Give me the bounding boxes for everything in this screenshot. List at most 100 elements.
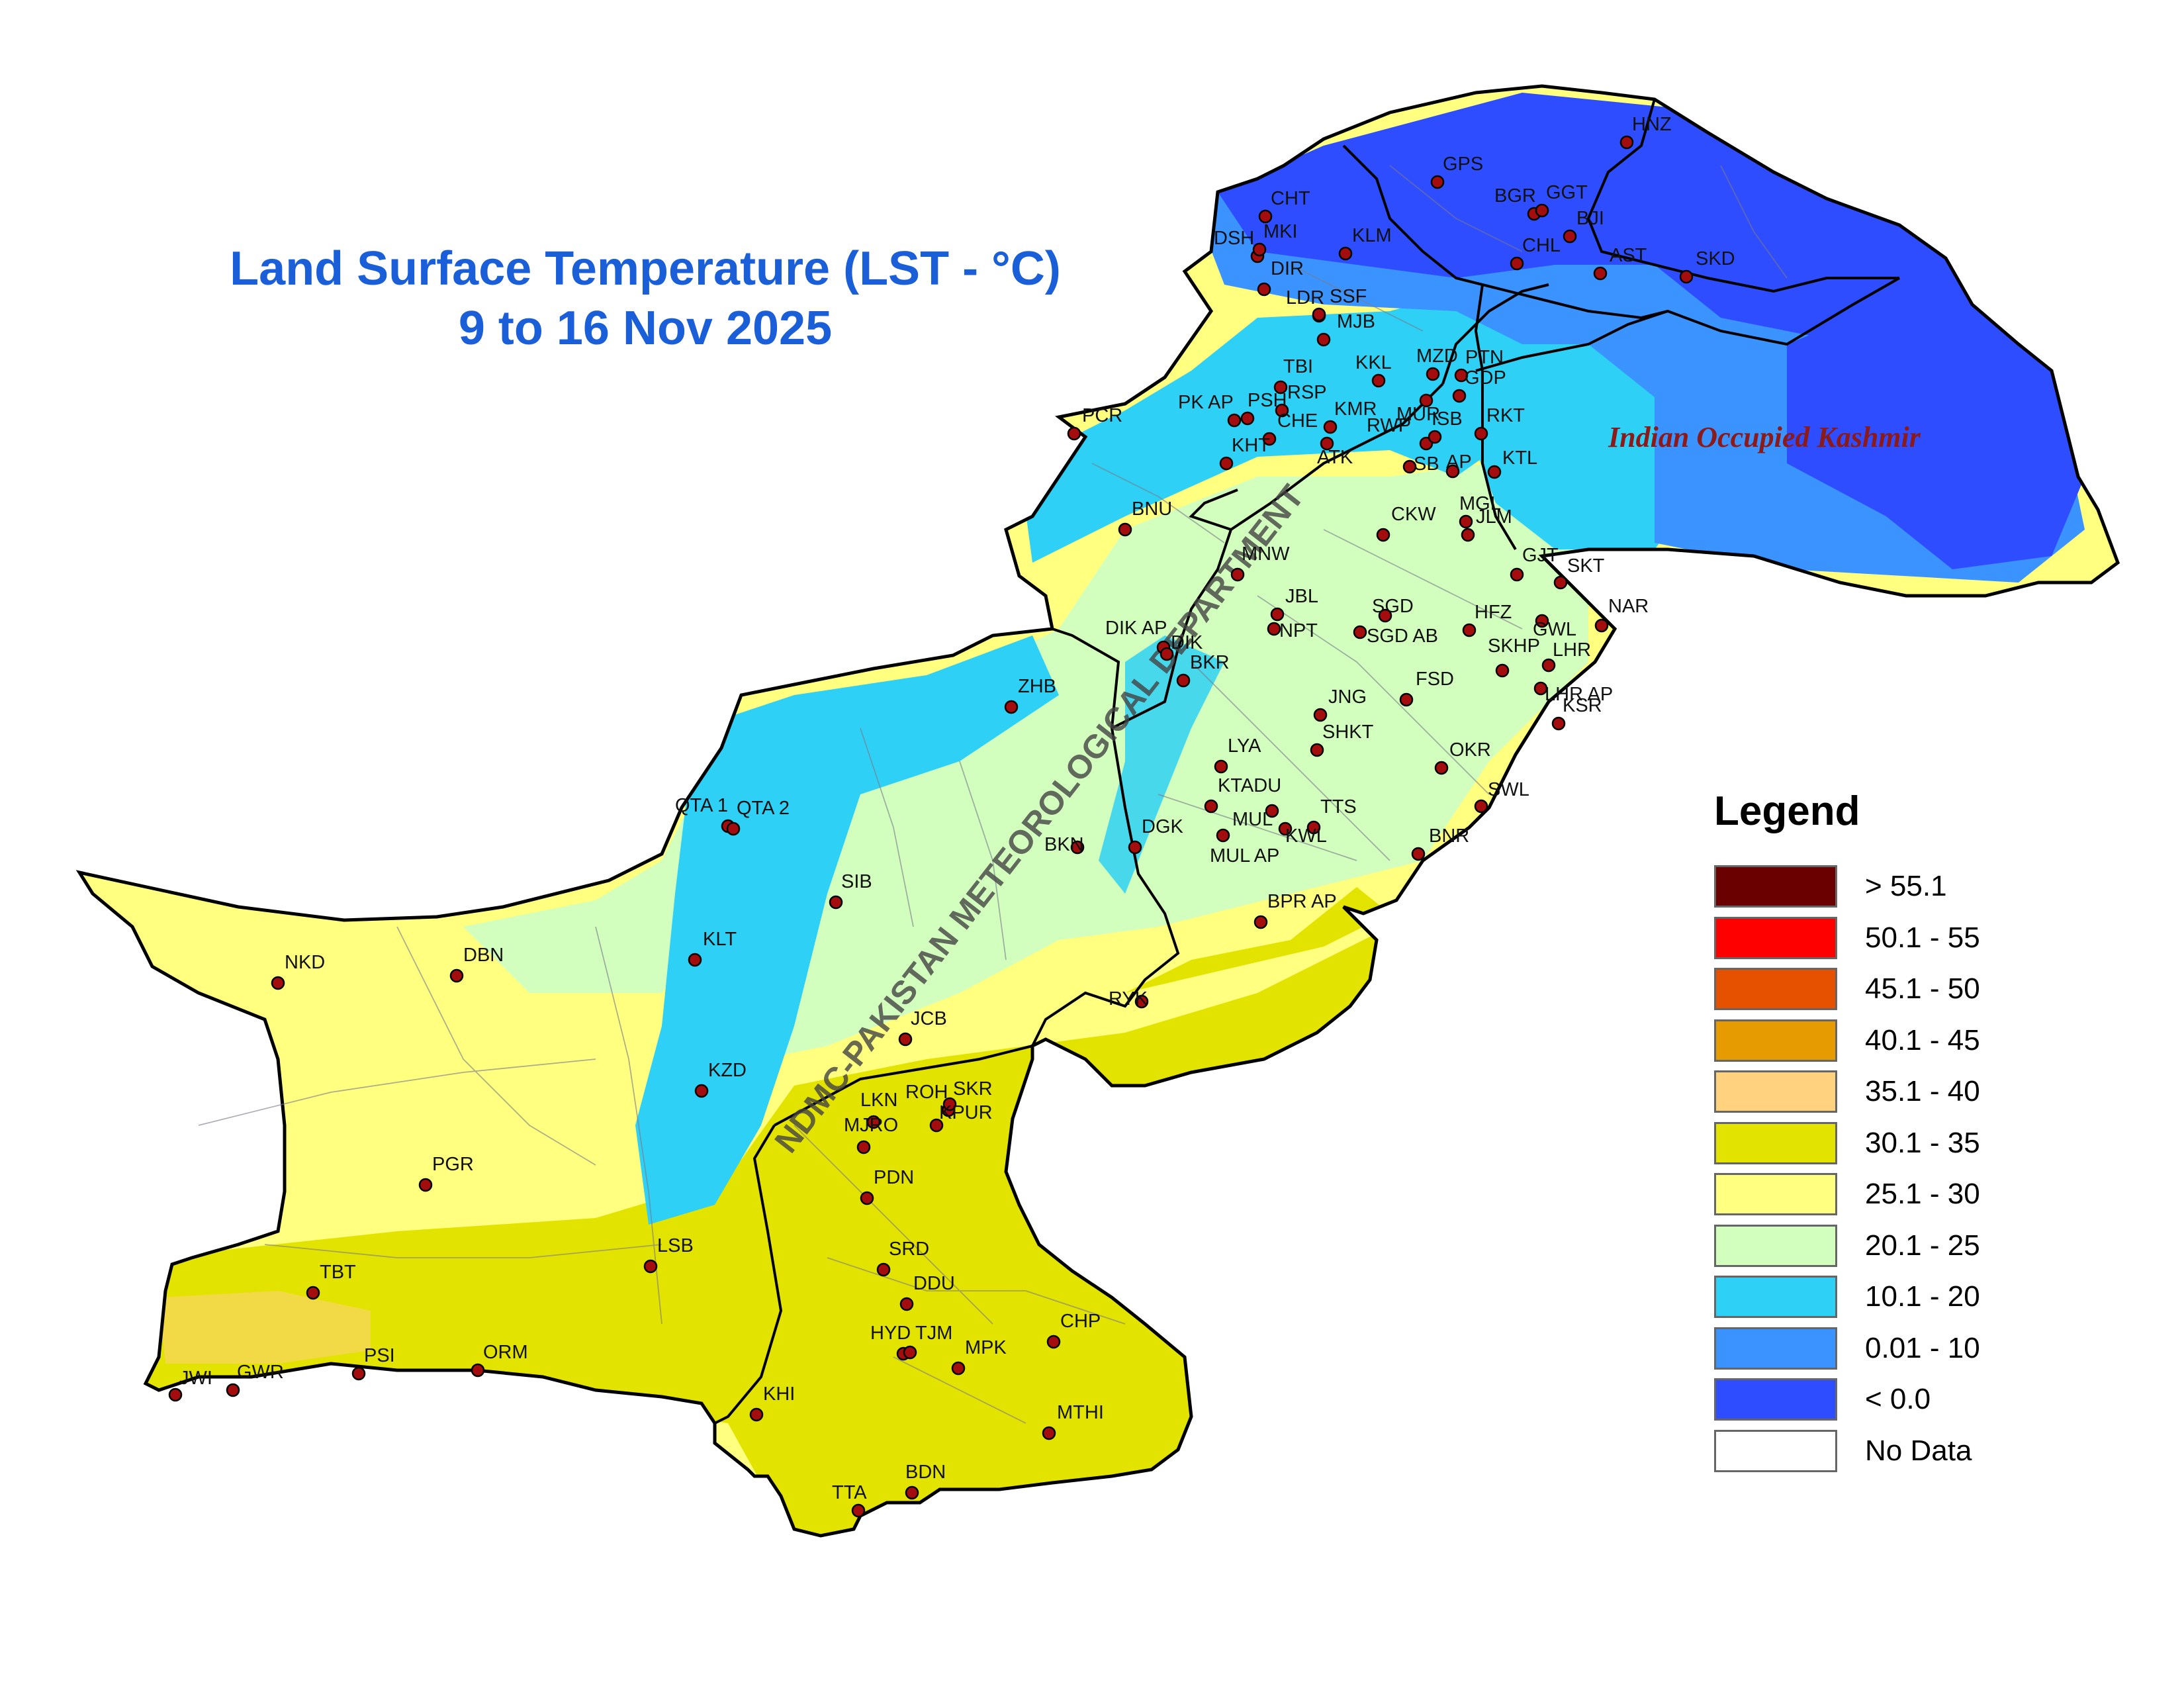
station-ddu: DDU [899,1273,955,1311]
station-label: MUL AP [1210,845,1279,867]
station-label: ISB [1432,408,1463,430]
station-marker [1510,256,1524,271]
station-marker [1474,799,1488,814]
station-marker [1459,514,1473,529]
station-label: LDR [1286,287,1324,308]
station-pcr: PCR [1067,405,1122,441]
legend-item: No Data [1714,1429,1972,1474]
station-marker [1258,209,1273,224]
station-marker [876,1262,891,1277]
zone-below-0-kashmir [1787,278,2085,569]
station-marker [1593,266,1608,281]
station-srd: SRD [876,1239,929,1277]
station-marker [418,1178,433,1192]
legend-label: 20.1 - 25 [1865,1229,1980,1262]
station-label: MKI [1263,221,1298,242]
station-label: SKT [1567,555,1605,577]
station-dik: DIK [1160,632,1203,661]
station-label: BPR AP [1267,891,1337,912]
station-label: BNR [1429,825,1469,847]
station-bpr-ap: BPR AP [1253,891,1337,929]
station-swl: SWL [1474,779,1529,814]
legend-label: 0.01 - 10 [1865,1331,1980,1364]
station-label: ORM [483,1342,528,1363]
station-marker [1316,332,1331,347]
station-marker [1553,575,1568,590]
legend-item: 10.1 - 20 [1714,1274,1980,1319]
station-label: CHT [1271,188,1310,209]
district-boundaries [198,165,1788,1424]
station-marker [1227,413,1242,428]
station-marker [1204,799,1218,814]
station-label: SIB [841,871,872,892]
station-mul: MUL [1232,804,1279,830]
station-label: NAR [1608,596,1649,617]
legend-label: > 55.1 [1865,870,1947,902]
station-marker [1533,681,1548,696]
station-label: BJI [1576,208,1604,229]
station-label: QTA 1 [675,795,728,816]
station-label: MNW [1242,543,1290,565]
station-label: DIR [1271,258,1304,279]
station-label: KKL [1355,352,1392,373]
station-pk-ap: PK AP [1178,392,1242,428]
station-ckw: CKW [1376,504,1436,542]
station-ksr: KSR [1551,695,1602,731]
station-marker [1265,804,1279,818]
station-shkt: SHKT [1310,722,1374,757]
station-marker [1399,692,1414,707]
station-ptn: PTN [1454,347,1504,383]
station-marker [929,1118,944,1133]
station-label: KHI [763,1383,795,1405]
station-marker [1619,135,1634,150]
legend-item: < 0.0 [1714,1377,1931,1422]
station-klm: KLM [1338,225,1392,261]
station-psh: PSH [1240,390,1287,426]
station-marker [1594,618,1609,633]
station-marker [1563,229,1577,244]
station-jng: JNG [1313,686,1367,722]
country-outline [75,84,2120,1538]
station-lsb: LSB [643,1235,694,1274]
legend-label: 45.1 - 50 [1865,972,1980,1005]
legend-item: 0.01 - 10 [1714,1326,1980,1371]
station-label: KLT [703,929,737,950]
station-bnu: BNU [1118,498,1172,537]
station-pgr: PGR [418,1154,474,1192]
zone-below-0-north [1218,93,2019,371]
station-marker [1216,828,1230,843]
station-label: DIK AP [1105,618,1167,639]
station-label: KPUR [939,1102,993,1123]
station-jcb: JCB [898,1008,947,1047]
station-bji: BJI [1563,208,1604,244]
station-label: FSD [1416,669,1454,690]
station-label: SGD AB [1367,626,1438,647]
station-label: PTN [1465,347,1504,368]
station-label: AP [1446,451,1472,473]
station-marker [1313,708,1328,722]
station-jbl: JBL [1270,586,1318,622]
station-marker [1004,700,1019,714]
station-kmr: KMR [1323,399,1377,434]
station-tbt: TBT [306,1262,356,1300]
station-label: TTA [832,1482,867,1503]
station-label: KMR [1334,399,1377,420]
station-label: KTADU [1218,775,1281,796]
legend-item: 25.1 - 30 [1714,1172,1980,1217]
station-marker [1240,411,1255,426]
legend-label: 35.1 - 40 [1865,1075,1980,1107]
station-rsp: RSP [1275,382,1327,418]
provincial-boundaries [714,99,1900,1425]
station-skt: SKT [1553,555,1605,590]
station-label: LHR AP [1545,684,1613,705]
station-label: KLM [1352,225,1392,246]
station-marker [856,1140,871,1154]
legend-item: > 55.1 [1714,864,1947,909]
station-hfz: HFZ [1462,602,1512,637]
station-hnz: HNZ [1619,114,1672,150]
station-label: RYK [1109,988,1148,1009]
station-marker [471,1363,485,1378]
station-label: SSF [1330,286,1367,307]
station-tjm: TJM [903,1323,952,1360]
station-marker [1252,242,1267,257]
